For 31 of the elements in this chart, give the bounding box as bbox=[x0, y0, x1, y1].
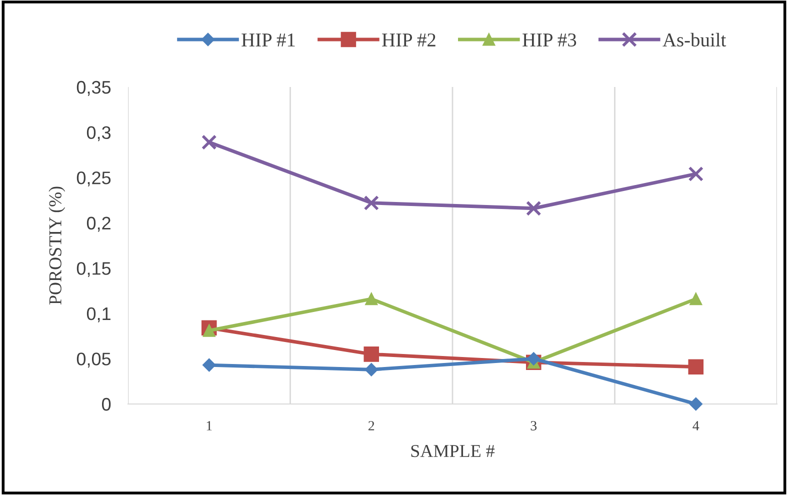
y-tick-label: 0,35 bbox=[76, 80, 111, 96]
point bbox=[202, 358, 216, 372]
point bbox=[689, 397, 702, 411]
x-tick-label: 3 bbox=[530, 421, 537, 430]
point bbox=[365, 292, 378, 306]
y-tick-label: 0,15 bbox=[76, 262, 111, 277]
y-tick-label: 0,1 bbox=[86, 307, 110, 322]
x-tick-label: 4 bbox=[692, 421, 700, 430]
x-tick-label: 1 bbox=[206, 421, 212, 430]
x-axis-title: SAMPLE # bbox=[411, 444, 495, 458]
legend-label: As-built bbox=[662, 32, 726, 47]
point bbox=[688, 166, 704, 182]
y-tick-label: 0,05 bbox=[76, 352, 111, 368]
point bbox=[364, 195, 380, 211]
y-tick-label: 0,3 bbox=[86, 126, 111, 142]
point bbox=[364, 346, 380, 362]
point bbox=[690, 292, 702, 306]
x-tick-label: 2 bbox=[368, 421, 374, 430]
point bbox=[201, 134, 217, 150]
y-axis-title: POROSTIY (%) bbox=[48, 186, 66, 305]
point bbox=[526, 200, 542, 216]
legend-label: HIP #2 bbox=[382, 33, 436, 46]
legend-label: HIP #3 bbox=[522, 33, 576, 47]
point bbox=[364, 362, 378, 376]
legend-label: HIP #1 bbox=[242, 34, 295, 46]
point bbox=[527, 352, 540, 366]
point bbox=[688, 359, 704, 375]
point bbox=[202, 324, 216, 337]
y-tick-label: 0,25 bbox=[76, 172, 111, 186]
y-tick-label: 0,2 bbox=[86, 216, 110, 232]
y-tick-label: 0 bbox=[102, 398, 111, 411]
